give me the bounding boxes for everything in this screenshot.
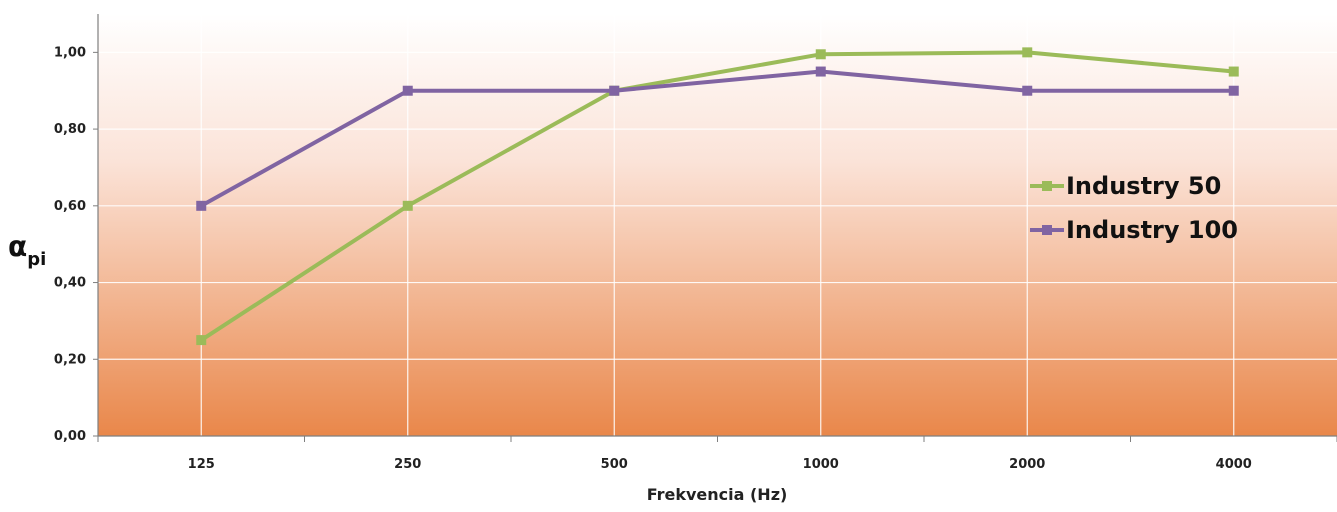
series-line [199,69,1236,208]
legend: Industry 50 Industry 100 [1030,172,1238,244]
y-tick-label: 0,60 [54,199,86,214]
data-point [1022,47,1033,58]
y-tick-label: 0,40 [54,276,86,291]
data-point [1228,66,1239,77]
legend-item: Industry 50 [1030,172,1221,200]
axis-layer: 0,00 0,20 0,40 0,60 0,80 1,00 125 250 500 1000 200… [54,14,1337,472]
legend-label: Industry 100 [1066,216,1238,244]
data-point [815,66,826,77]
legend-item: Industry 100 [1030,216,1238,244]
y-axis-title-sub: pi [27,249,46,270]
legend-label: Industry 50 [1066,172,1221,200]
data-point [609,85,620,96]
grid-layer [98,14,1337,436]
x-tick-label: 2000 [1009,457,1045,472]
plot-background [98,14,1337,436]
y-axis-title-main: α [8,230,27,263]
series-layer [196,47,1239,346]
legend-swatch-marker [1042,225,1052,235]
data-point [196,200,207,211]
data-point [196,335,207,346]
series-2 [196,66,1239,211]
y-tick-label: 0,20 [54,352,86,367]
x-tick-label: 250 [394,457,421,472]
series-line [199,50,1236,343]
x-tick-label: 125 [188,457,215,472]
x-axis-title: Frekvencia (Hz) [647,485,788,504]
data-point [402,85,413,96]
legend-swatch-marker [1042,181,1052,191]
y-tick-label: 1,00 [54,45,86,60]
data-point [1228,85,1239,96]
y-axis-title: αpi [8,230,46,270]
y-tick-label: 0,80 [54,122,86,137]
y-tick-label: 0,00 [54,429,86,444]
data-point [1022,85,1033,96]
data-point [815,49,826,60]
data-point [402,200,413,211]
x-tick-label: 4000 [1216,457,1252,472]
x-tick-label: 1000 [803,457,839,472]
x-tick-label: 500 [601,457,628,472]
